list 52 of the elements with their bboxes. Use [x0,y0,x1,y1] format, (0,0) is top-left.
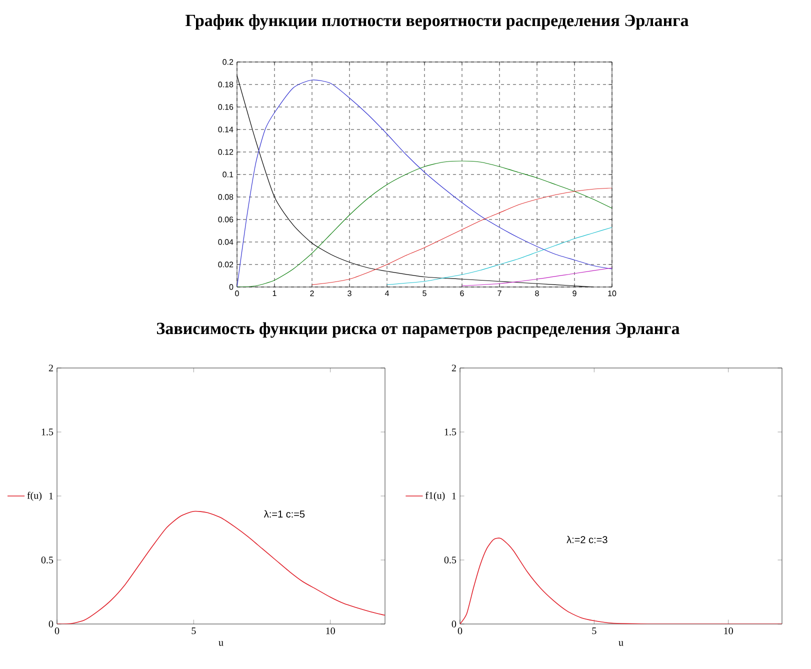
line-series [386,227,612,286]
y-tick-label: 0 [452,620,456,628]
y-tick-label: 0.06 [218,216,234,222]
y-tick-label: 0.5 [444,556,456,564]
x-tick-label: 0 [54,628,60,634]
x-tick-label: 8 [535,290,539,296]
line-series [460,538,782,624]
annotation: λ:=2 c:=3 [566,536,608,544]
x-tick-label: 5 [422,290,426,296]
x-tick-label: 9 [572,290,576,296]
line-series [237,160,612,287]
x-tick-label: 4 [384,290,389,296]
y-tick-label: 0.04 [218,239,234,245]
x-tick-label: 10 [724,628,733,634]
legend-label: f(u) [27,492,42,501]
x-tick-label: 0 [458,628,462,634]
y-tick-label: 1 [49,492,53,500]
line-series [312,188,612,286]
legend-label: f1(u) [425,492,445,501]
y-tick-label: 0.12 [218,149,234,155]
chart-title: График функции плотности вероятности распределения Эрланга [185,14,689,30]
x-tick-label: 0 [235,290,239,296]
x-tick-label: 10 [608,290,616,296]
x-tick-label: 3 [348,290,352,296]
x-axis-title: u [218,641,224,646]
y-tick-label: 1 [452,492,456,500]
x-tick-label: 1 [272,290,276,296]
y-tick-label: 0.02 [218,262,234,268]
y-tick-label: 0.1 [222,172,234,178]
y-tick-label: 0 [229,284,234,290]
y-tick-label: 0.5 [41,556,54,564]
x-tick-label: 5 [192,628,196,634]
x-tick-label: 2 [310,290,314,296]
y-tick-label: 1.5 [444,428,456,436]
x-tick-label: 10 [326,628,335,634]
annotation: λ:=1 c:=5 [264,510,305,518]
y-tick-label: 2 [452,364,456,372]
y-tick-label: 0.18 [218,82,234,88]
y-tick-label: 0.14 [218,126,234,132]
line-series [57,510,386,624]
x-tick-label: 5 [592,628,596,634]
y-tick-label: 2 [48,364,53,372]
x-tick-label: 6 [460,290,464,296]
x-tick-label: 7 [498,290,502,296]
y-tick-label: 0.08 [218,194,234,200]
y-tick-label: 0.2 [222,59,234,65]
x-axis-title: u [618,641,624,646]
y-tick-label: 0 [48,620,54,628]
y-tick-label: 0.16 [218,104,234,110]
y-tick-label: 1.5 [42,428,54,436]
chart-title: Зависимость функции риска от параметров распределения Эрланга [156,322,680,338]
line-series [462,268,612,286]
